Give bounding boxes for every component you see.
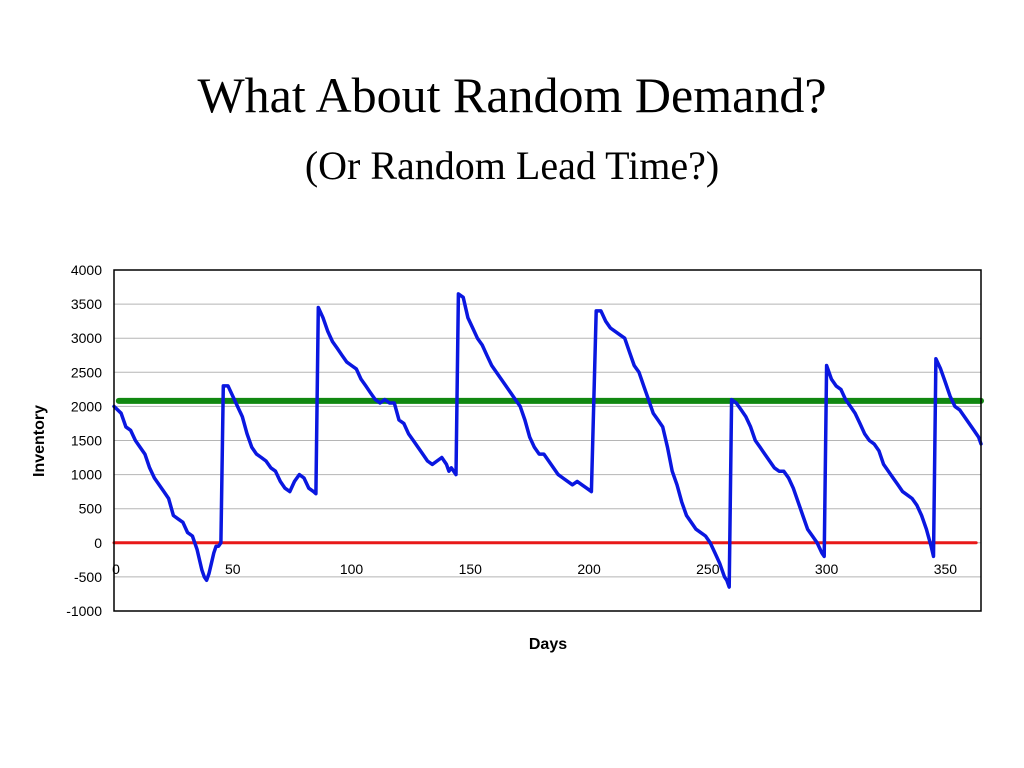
x-tick-label: 150 [459, 561, 483, 577]
y-tick-label: 4000 [71, 262, 102, 278]
y-tick-label: 3500 [71, 296, 102, 312]
series-layer [112, 292, 984, 589]
inventory-series-line [112, 292, 983, 589]
x-tick-labels: 0 50 100 150 200 250 300 350 [112, 561, 957, 577]
y-tick-label: -1000 [66, 603, 102, 619]
x-tick-label: 200 [577, 561, 601, 577]
x-tick-label: 0 [112, 561, 120, 577]
y-axis-label: Inventory [31, 405, 48, 477]
y-tick-label: 2500 [71, 364, 102, 380]
x-tick-label: 100 [340, 561, 364, 577]
y-tick-label: -500 [74, 569, 102, 585]
slide-subtitle: (Or Random Lead Time?) [304, 143, 720, 188]
y-tick-labels: 4000 3500 3000 2500 2000 1500 1000 500 0 -500 -100… [66, 262, 102, 619]
x-tick-label: 50 [225, 561, 241, 577]
y-tick-label: 3000 [71, 330, 102, 346]
y-tick-label: 1000 [71, 467, 102, 483]
plot-area-border [113, 269, 982, 612]
x-tick-label: 300 [815, 561, 839, 577]
y-tick-label: 0 [94, 535, 102, 551]
y-tick-label: 1500 [71, 433, 102, 449]
slide-title: What About Random Demand? [197, 67, 827, 123]
x-tick-label: 350 [934, 561, 958, 577]
x-axis-label: Days [529, 636, 567, 653]
y-tick-label: 500 [79, 501, 103, 517]
gridlines [114, 269, 981, 612]
x-tick-label: 250 [696, 561, 720, 577]
y-tick-label: 2000 [71, 398, 102, 414]
